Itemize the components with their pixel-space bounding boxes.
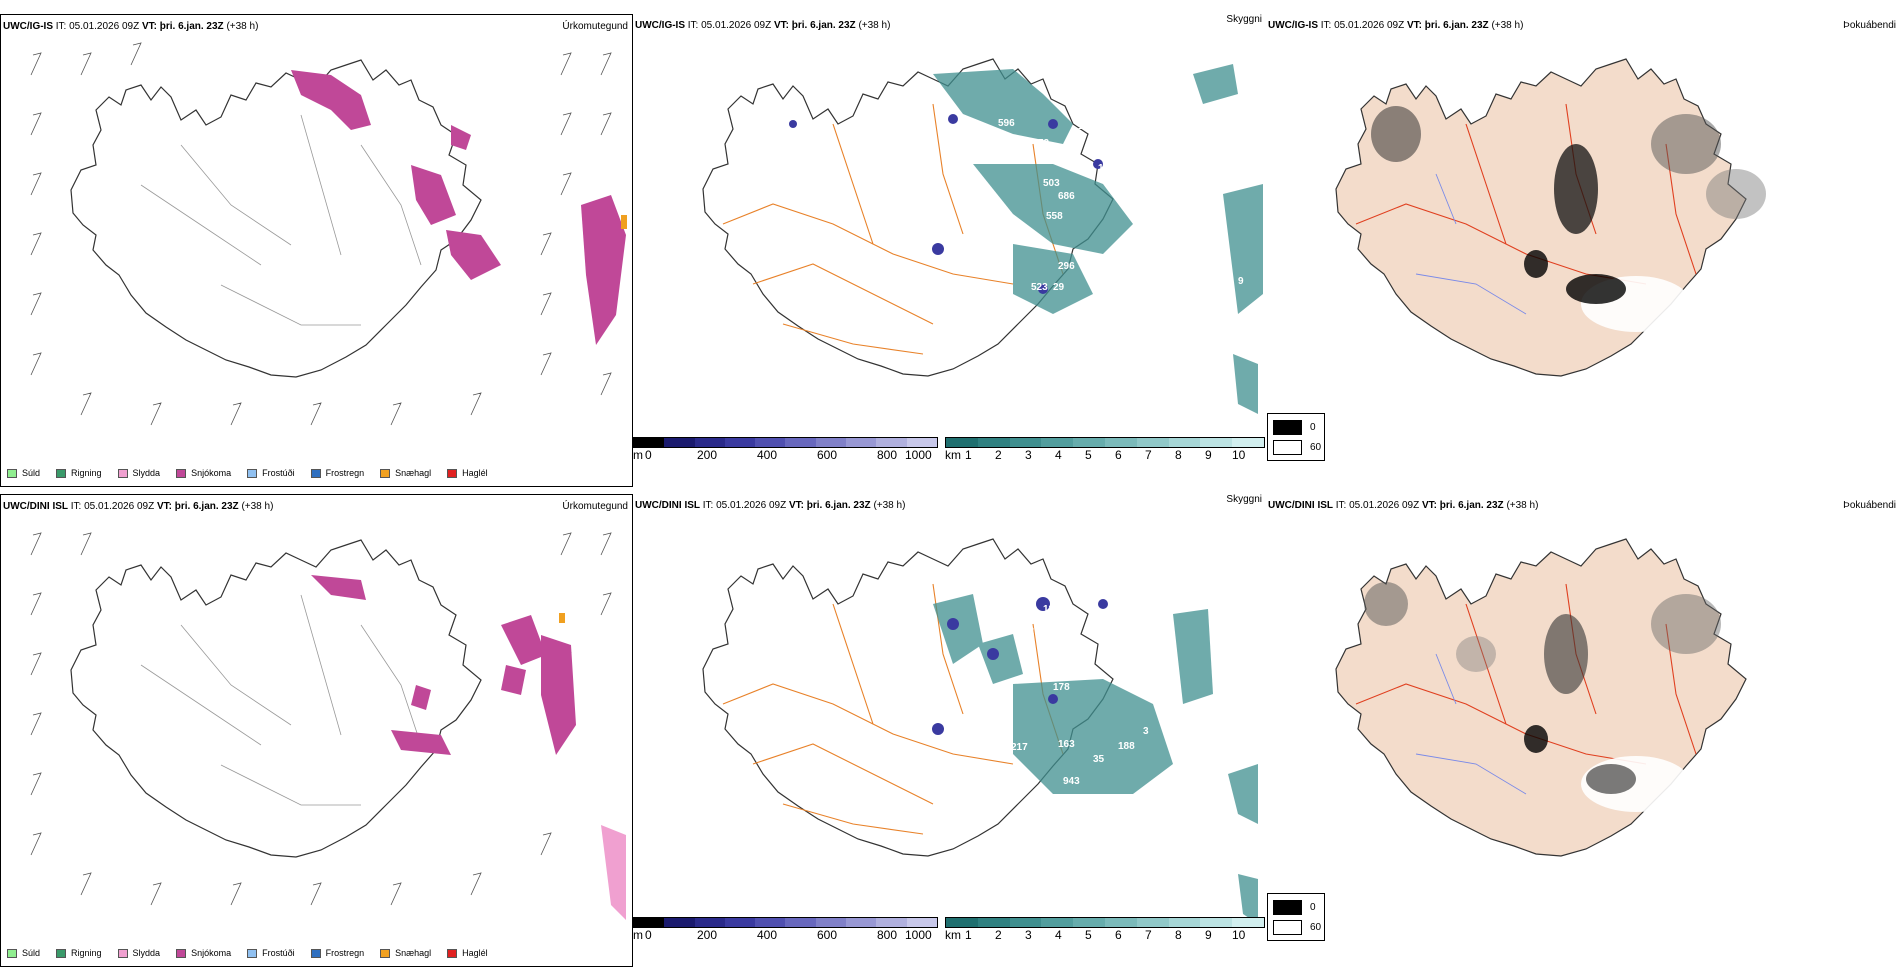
vt-value: þri. 6.jan. 23Z [159, 21, 224, 32]
ceiling-label: 296 [1058, 261, 1075, 272]
it-value: 05.01.2026 09Z [69, 21, 140, 32]
ceiling-label: 29 [1053, 282, 1065, 293]
svg-text:373: 373 [1083, 584, 1100, 595]
fog-panel-bottom: UWC/DINI ISL IT: 05.01.2026 09Z VT: þri.… [1266, 494, 1900, 967]
precip-map-bottom [30, 532, 626, 920]
iceland-outline [1335, 58, 1747, 377]
visibility-areas [933, 64, 1263, 414]
ceiling-colorbar-top: m 0 200 400 600 800 1000 [633, 437, 938, 462]
svg-text:163: 163 [1058, 739, 1075, 750]
precip-map-top [30, 42, 627, 426]
iceland-outline [70, 59, 482, 378]
ceiling-label: 9 [1238, 276, 1244, 287]
svg-text:35: 35 [1093, 754, 1105, 765]
ceiling-value-labels: 596 73 135 503 686 558 146 13 296 523 29… [950, 118, 1244, 293]
panel-header: UWC/DINI ISL IT: 05.01.2026 09Z VT: þri.… [3, 501, 274, 512]
fog-field [1364, 582, 1721, 812]
vis-colorbar-top: km 1 2 3 4 5 6 7 8 9 10 [945, 437, 1265, 462]
model-name: UWC/IG-IS [3, 21, 53, 32]
ceiling-label: 13 [950, 244, 962, 255]
vis-colorbar-bottom: km 1 2 3 4 5 6 7 8 9 10 [945, 917, 1265, 942]
visibility-areas [933, 594, 1258, 924]
ceiling-areas [932, 597, 1108, 735]
fog-legend-top: 0 60 [1267, 413, 1325, 461]
precip-panel-top: UWC/IG-IS IT: 05.01.2026 09Z VT: þri. 6.… [0, 14, 633, 487]
panel-header: UWC/IG-IS IT: 05.01.2026 09Z VT: þri. 6.… [3, 21, 258, 32]
panel-title: Úrkomutegund [562, 501, 628, 512]
legend-item: Frostúði [247, 468, 295, 478]
svg-text:79: 79 [1143, 598, 1155, 609]
ceiling-label: 558 [1046, 211, 1063, 222]
iceland-outline [702, 538, 1114, 857]
legend-item: Snæhagl [380, 468, 431, 478]
svg-text:217: 217 [1011, 742, 1028, 753]
iceland-outline [702, 58, 1114, 377]
panel-header: UWC/DINI ISL IT: 05.01.2026 09Z VT: þri.… [635, 500, 906, 511]
ceiling-map-bottom: 373 79 12 64 22 63 32 178 139 217 163 35… [702, 538, 1258, 924]
graupel-area [559, 613, 565, 623]
legend-item: Rigning [56, 468, 102, 478]
svg-text:22: 22 [1023, 626, 1035, 637]
panel-title: Úrkomutegund [562, 21, 628, 32]
svg-text:12: 12 [1043, 604, 1055, 615]
svg-text:32: 32 [1061, 641, 1073, 652]
sleet-area [601, 825, 626, 920]
fog-field [1371, 106, 1766, 332]
legend-item: Frostregn [310, 468, 364, 478]
precip-legend: Súld Rigning Slydda Snjókoma Frostúði Fr… [7, 468, 488, 478]
ceiling-colorbar-swatches [633, 437, 938, 448]
ceiling-label: 523 [1031, 282, 1048, 293]
legend-item: Súld [7, 468, 40, 478]
ceiling-panel-bottom: 373 79 12 64 22 63 32 178 139 217 163 35… [633, 494, 1266, 967]
svg-text:188: 188 [1118, 741, 1135, 752]
legend-item: Haglél [447, 468, 488, 478]
ceiling-label: 73 [1038, 138, 1050, 149]
fog-map-top [1335, 58, 1766, 377]
ceiling-panel-top: 596 73 135 503 686 558 146 13 296 523 29… [633, 14, 1266, 487]
ceiling-colorbar-bottom: m 0 200 400 600 800 1000 [633, 917, 938, 942]
fog-panel-top: UWC/IG-IS IT: 05.01.2026 09Z VT: þri. 6.… [1266, 14, 1900, 487]
panel-title: Þokuábendi [1843, 500, 1896, 511]
ceiling-label: 135 [1078, 121, 1095, 132]
ceiling-value-labels: 373 79 12 64 22 63 32 178 139 217 163 35… [950, 584, 1155, 787]
svg-text:3: 3 [1143, 726, 1149, 737]
fog-legend-bottom: 0 60 [1267, 893, 1325, 941]
snow-areas [311, 575, 576, 755]
it-label: IT: [55, 21, 67, 32]
panel-header: UWC/IG-IS IT: 05.01.2026 09Z VT: þri. 6.… [635, 20, 891, 31]
vis-colorbar-swatches [945, 437, 1265, 448]
vis-unit: km [945, 448, 961, 462]
ceiling-areas [789, 114, 1103, 294]
ceiling-label: 686 [1058, 191, 1075, 202]
legend-item: Snjókoma [176, 468, 231, 478]
svg-text:943: 943 [1063, 776, 1080, 787]
ceiling-unit: m [633, 448, 643, 462]
legend-item: Slydda [117, 468, 160, 478]
ceiling-label: 596 [998, 118, 1015, 129]
ceiling-label: 503 [1043, 178, 1060, 189]
iceland-outline [70, 539, 482, 858]
panel-header: UWC/DINI ISL IT: 05.01.2026 09Z VT: þri.… [1268, 500, 1539, 511]
iceland-outline [1335, 538, 1747, 857]
ceiling-label: 146 [1098, 163, 1115, 174]
graupel-area [621, 215, 627, 229]
ceiling-map-top: 596 73 135 503 686 558 146 13 296 523 29… [702, 58, 1263, 414]
fog-map-bottom [1335, 538, 1747, 857]
lead-time: (+38 h) [226, 21, 259, 32]
svg-text:63: 63 [1021, 639, 1033, 650]
precip-panel-bottom: UWC/DINI ISL IT: 05.01.2026 09Z VT: þri.… [0, 494, 633, 967]
wind-barbs [30, 42, 612, 426]
snow-areas [291, 70, 626, 345]
panel-title: Skyggni [1226, 14, 1262, 25]
panel-header: UWC/IG-IS IT: 05.01.2026 09Z VT: þri. 6.… [1268, 20, 1524, 31]
svg-text:139: 139 [950, 724, 967, 735]
svg-text:64: 64 [1133, 616, 1145, 627]
panel-title: Skyggni [1226, 494, 1262, 505]
vt-label: VT: [141, 21, 157, 32]
panel-title: Þokuábendi [1843, 20, 1896, 31]
svg-text:178: 178 [1053, 682, 1070, 693]
